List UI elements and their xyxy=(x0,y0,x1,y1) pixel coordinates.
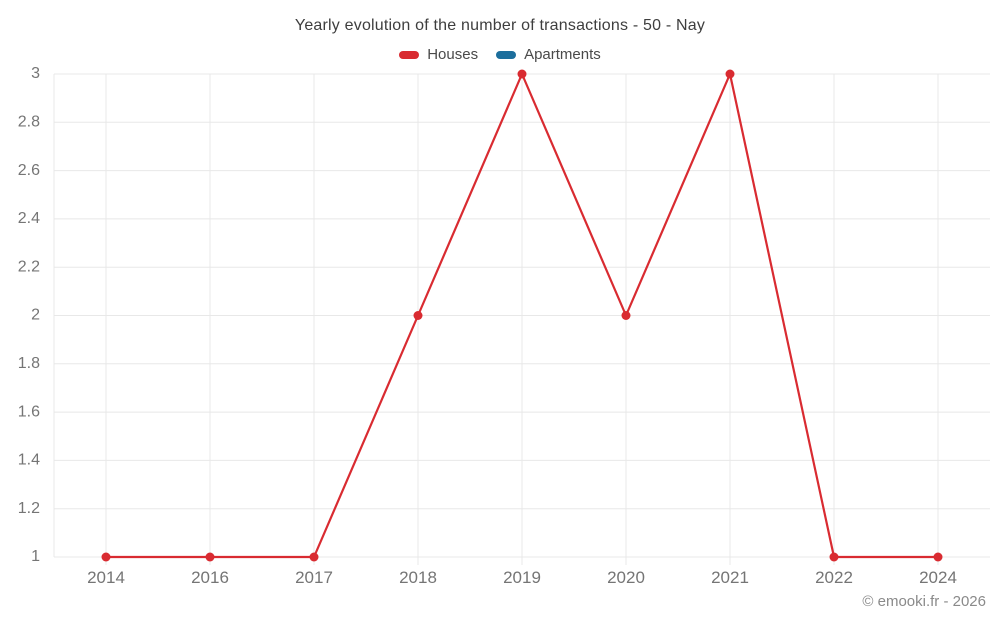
legend-label-apartments: Apartments xyxy=(524,46,601,63)
y-axis-tick-label: 1.4 xyxy=(18,452,40,469)
y-axis-tick-label: 2.2 xyxy=(18,258,40,275)
y-axis-tick-label: 1.6 xyxy=(18,403,40,420)
apartments-legend-swatch-icon xyxy=(496,50,517,59)
y-axis-tick-label: 2.6 xyxy=(18,162,40,179)
chart-title: Yearly evolution of the number of transa… xyxy=(294,17,706,34)
chart-legend: Houses Apartments xyxy=(0,46,1000,63)
x-axis-tick-label: 2016 xyxy=(191,568,229,587)
x-axis-tick-label: 2017 xyxy=(295,568,333,587)
x-axis-tick-label: 2024 xyxy=(919,568,957,587)
y-axis-tick-label: 3 xyxy=(31,65,40,82)
data-point-marker-houses[interactable] xyxy=(101,552,111,562)
y-axis-tick-label: 2.4 xyxy=(18,210,40,227)
x-axis-tick-label: 2018 xyxy=(399,568,437,587)
x-axis-tick-label: 2022 xyxy=(815,568,853,587)
data-point-marker-houses[interactable] xyxy=(829,552,839,562)
y-axis-tick-label: 1 xyxy=(31,548,40,565)
data-point-marker-houses[interactable] xyxy=(517,69,527,79)
legend-item-houses[interactable]: Houses xyxy=(399,46,478,63)
copyright-attribution: © emooki.fr - 2026 xyxy=(862,593,986,610)
data-point-marker-houses[interactable] xyxy=(933,552,943,562)
x-axis-tick-label: 2019 xyxy=(503,568,541,587)
x-axis-tick-label: 2021 xyxy=(711,568,749,587)
data-point-marker-houses[interactable] xyxy=(205,552,215,562)
legend-label-houses: Houses xyxy=(427,46,479,63)
y-axis-tick-label: 1.8 xyxy=(18,355,40,372)
data-point-marker-houses[interactable] xyxy=(309,552,319,562)
x-axis-tick-label: 2020 xyxy=(607,568,645,587)
x-axis-tick-label: 2014 xyxy=(87,568,125,587)
legend-item-apartments[interactable]: Apartments xyxy=(496,46,601,63)
houses-legend-swatch-icon xyxy=(399,50,420,59)
y-axis-tick-label: 2 xyxy=(31,307,40,324)
data-point-marker-houses[interactable] xyxy=(621,311,631,320)
y-axis-tick-label: 2.8 xyxy=(18,114,40,131)
data-point-marker-houses[interactable] xyxy=(413,311,423,320)
data-point-marker-houses[interactable] xyxy=(725,69,735,79)
y-axis-tick-label: 1.2 xyxy=(18,500,40,517)
